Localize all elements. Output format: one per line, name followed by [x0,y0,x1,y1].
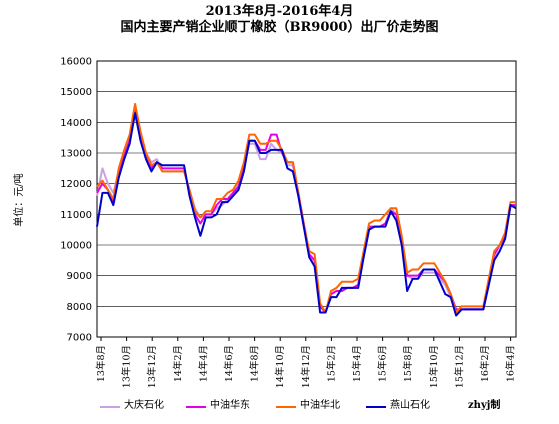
legend-item-yanshan: 燕山石化 [366,398,448,414]
y-tick-label: 13000 [60,149,92,160]
y-axis-ticks: 16000 15000 14000 13000 12000 11000 10000 9000 8… [60,57,92,344]
legend-item-daqing: 大庆石化 [100,398,182,414]
x-tick-label: 13年12月 [146,345,158,388]
chart-titles: 2013年8月-2016年4月 国内主要产销企业顺丁橡胶（BR9000）出厂价走… [0,0,559,36]
y-tick-label: 7000 [67,333,92,344]
x-tick-label: 16年2月 [479,345,491,382]
x-tick-label: 13年10月 [121,345,133,388]
legend-swatch [186,406,206,408]
y-axis-label: 单位：元/吨 [12,173,25,226]
legend-item-huabei: 中油华北 [276,398,358,414]
x-tick-label: 14年6月 [223,345,235,382]
x-tick-label: 15年2月 [325,345,337,382]
x-axis-ticks: 13年8月 13年10月 13年12月 14年2月 14年4月 14年6月 14年8月 14年… [95,337,517,388]
series-line-3 [96,112,517,317]
legend-swatch [100,406,120,408]
legend-item-huadong: 中油华东 [186,398,268,414]
legend-swatch [366,406,386,408]
series-line-2 [96,102,516,314]
y-tick-label: 15000 [60,87,92,98]
y-tick-label: 14000 [60,118,92,129]
legend-label: 燕山石化 [390,400,430,411]
legend-label: 大庆石化 [124,400,164,411]
series-line-1 [96,106,516,314]
chart-subtitle: 国内主要产销企业顺丁橡胶（BR9000）出厂价走势图 [120,20,439,35]
x-tick-label: 14年4月 [197,345,209,382]
x-tick-label: 15年6月 [377,345,389,382]
x-tick-label: 14年8月 [249,345,261,382]
y-tick-label: 8000 [67,302,92,313]
series-line-0 [96,109,516,314]
x-tick-label: 14年2月 [172,345,184,382]
x-tick-label: 16年4月 [505,345,517,382]
y-tick-label: 11000 [60,210,92,221]
chart-legend: 大庆石化 中油华东 中油华北 燕山石化 [100,398,460,414]
grid-lines [97,60,516,338]
y-tick-label: 9000 [67,271,92,282]
x-tick-label: 14年12月 [300,345,312,388]
chart-credit: zhyj制 [468,400,501,411]
y-tick-label: 10000 [60,241,92,252]
series-lines [96,102,517,317]
x-tick-label: 15年4月 [351,345,363,382]
legend-swatch [276,406,296,408]
x-tick-label: 15年10月 [428,345,440,388]
legend-label: 中油华北 [300,400,340,411]
x-tick-label: 14年10月 [274,345,286,388]
plot-area [96,60,517,338]
chart-title: 2013年8月-2016年4月 [205,4,354,19]
y-tick-label: 16000 [60,57,92,68]
x-tick-label: 13年8月 [95,345,107,382]
x-tick-label: 15年12月 [453,345,465,388]
x-tick-label: 15年8月 [402,345,414,382]
legend-label: 中油华东 [210,400,250,411]
y-tick-label: 12000 [60,179,92,190]
